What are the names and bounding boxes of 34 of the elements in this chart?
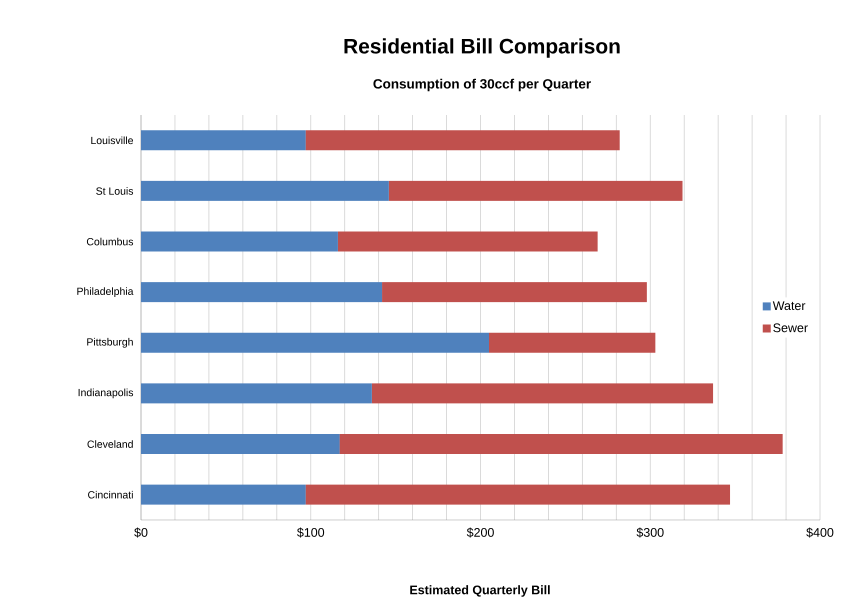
chart-title: Residential Bill Comparison xyxy=(344,38,620,58)
chart-subtitle: Consumption of 30ccf per Quarter xyxy=(373,78,591,92)
y-tick-label: Louisville xyxy=(91,136,133,144)
bar xyxy=(141,180,389,201)
bar xyxy=(488,332,656,353)
x-tick-label: $100 xyxy=(297,528,324,538)
x-tick-label: $200 xyxy=(466,528,494,538)
legend-label: Water xyxy=(772,301,806,310)
x-tick-label: $400 xyxy=(806,528,834,538)
bar xyxy=(388,180,683,201)
bar xyxy=(372,383,714,404)
y-tick-label: Cleveland xyxy=(88,440,133,448)
y-tick-label: Cincinnati xyxy=(88,490,133,499)
bar xyxy=(141,332,489,353)
bar xyxy=(141,383,372,404)
bar xyxy=(141,232,338,252)
y-tick-label: Indianapolis xyxy=(78,388,134,398)
bar xyxy=(141,130,306,150)
legend-label: Sewer xyxy=(773,323,808,332)
bar xyxy=(141,484,306,505)
bar xyxy=(382,282,647,302)
x-axis-title: Estimated Quarterly Bill xyxy=(410,585,550,597)
bar xyxy=(340,434,783,454)
y-tick-label: Columbus xyxy=(86,238,134,246)
x-tick-label: $300 xyxy=(636,528,664,538)
bar xyxy=(306,484,730,505)
y-tick-label: Philadelphia xyxy=(77,287,134,298)
bar xyxy=(141,282,382,302)
bar xyxy=(338,232,598,252)
x-tick-label: $0 xyxy=(134,528,148,538)
bar xyxy=(141,434,340,454)
bar xyxy=(306,130,620,150)
y-tick-label: Pittsburgh xyxy=(87,338,133,348)
y-tick-label: St Louis xyxy=(96,187,134,195)
